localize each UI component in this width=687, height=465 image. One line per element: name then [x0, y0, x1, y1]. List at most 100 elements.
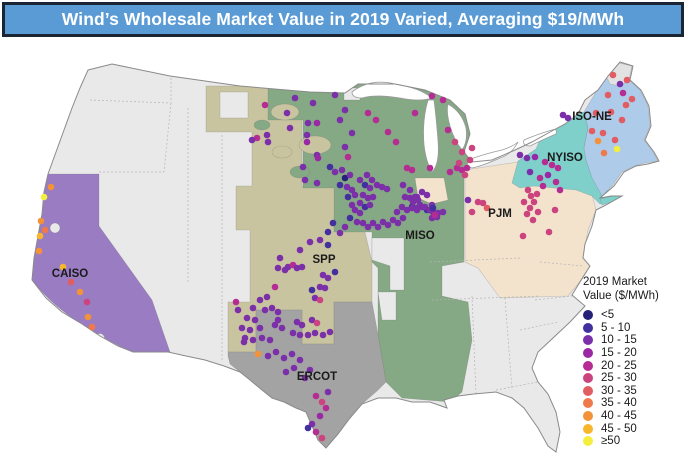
- wind-plant-dot: [369, 193, 377, 201]
- wind-plant-dot: [372, 116, 380, 124]
- wind-plant-dot: [341, 143, 349, 151]
- legend-item: <5: [583, 309, 685, 322]
- wind-plant-dot: [559, 111, 567, 119]
- wind-plant-dot: [304, 424, 312, 432]
- wind-plant-dot: [313, 179, 321, 187]
- wind-plant-dot: [414, 196, 422, 204]
- wind-plant-dot: [67, 278, 75, 286]
- wind-plant-dot: [366, 184, 374, 192]
- wind-plant-dot: [301, 374, 309, 382]
- gap-caiso-1: [49, 222, 61, 234]
- wind-plant-dot: [379, 218, 387, 226]
- wind-plant-dot: [253, 134, 261, 142]
- legend-item: 20 - 25: [583, 359, 685, 372]
- wind-plant-dot: [319, 271, 327, 279]
- wind-plant-dot: [282, 368, 290, 376]
- wind-plant-dot: [261, 306, 269, 314]
- legend-color-dot: [583, 360, 593, 371]
- wind-plant-dot: [552, 178, 560, 186]
- wind-plant-dot: [336, 181, 344, 189]
- wind-plant-dot: [468, 208, 476, 216]
- legend-label: 5 - 10: [601, 321, 631, 334]
- wind-plant-dot: [527, 192, 535, 200]
- figure-title: Wind’s Wholesale Market Value in 2019 Va…: [61, 9, 625, 29]
- wind-plant-dot: [399, 181, 407, 189]
- wind-plant-dot: [306, 366, 314, 374]
- legend-label: 30 - 35: [601, 384, 637, 397]
- wind-plant-dot: [309, 99, 317, 107]
- wind-plant-dot: [243, 314, 251, 322]
- gap-montana: [219, 91, 249, 119]
- lake-michigan: [423, 99, 439, 173]
- wind-plant-dot: [622, 101, 630, 109]
- wind-plant-dot: [76, 288, 84, 296]
- wind-plant-dot: [312, 428, 320, 436]
- wind-plant-dot: [526, 204, 534, 212]
- wind-plant-dot: [398, 203, 406, 211]
- wind-plant-dot: [363, 171, 371, 179]
- wind-plant-dot: [249, 336, 257, 344]
- legend-item: 5 - 10: [583, 322, 685, 335]
- legend-color-dot: [583, 373, 593, 384]
- wind-plant-dot: [592, 109, 600, 117]
- legend-label: 25 - 30: [601, 372, 637, 385]
- wind-plant-dot: [536, 174, 544, 182]
- wind-plant-dot: [378, 183, 386, 191]
- us-outline: [31, 61, 660, 453]
- wind-plant-dot: [278, 324, 286, 332]
- wind-plant-dot: [263, 293, 271, 301]
- wind-plant-dot: [263, 131, 271, 139]
- wind-plant-dot: [331, 91, 339, 99]
- wind-plant-dot: [316, 296, 324, 304]
- wind-plant-dot: [526, 168, 534, 176]
- legend-label: 10 - 15: [601, 334, 637, 347]
- wind-plant-dot: [271, 321, 279, 329]
- legend-items: <5 5 - 10 10 - 15 15 - 20 20 - 25 25 - 30 30 -…: [583, 309, 685, 448]
- wind-plant-dot: [318, 398, 326, 406]
- wind-plant-dot: [588, 127, 596, 135]
- legend-color-dot: [583, 385, 593, 396]
- wind-plant-dot: [373, 181, 381, 189]
- wind-plant-dot: [541, 158, 549, 166]
- wind-plant-dot: [458, 148, 466, 156]
- state-borders: [89, 66, 584, 395]
- wind-plant-dot: [389, 216, 397, 224]
- wind-plant-dot: [274, 308, 282, 316]
- wind-plant-dot: [348, 129, 356, 137]
- wind-plant-dot: [530, 198, 538, 206]
- wind-plant-dot: [613, 145, 621, 153]
- wind-plant-dot: [564, 114, 572, 122]
- legend-label: 35 - 40: [601, 397, 637, 410]
- wind-plant-dot: [611, 136, 619, 144]
- wind-plant-dot: [556, 186, 564, 194]
- wind-plant-dot: [40, 193, 48, 201]
- wind-plant-dot: [266, 336, 274, 344]
- lake-superior: [351, 81, 433, 101]
- wind-plant-dot: [474, 198, 482, 206]
- wind-plant-dot: [322, 404, 330, 412]
- wind-plant-dot: [47, 183, 55, 191]
- wind-plant-dot: [37, 217, 45, 225]
- wind-plant-dot: [276, 254, 284, 262]
- wind-plant-dot: [545, 228, 553, 236]
- wind-plant-dot: [83, 298, 91, 306]
- wind-plant-dot: [316, 236, 324, 244]
- wind-plant-dot: [289, 329, 297, 337]
- wind-plant-dot: [272, 348, 280, 356]
- wind-plant-dot: [296, 356, 304, 364]
- legend-item: 35 - 40: [583, 397, 685, 410]
- region-labels: CAISO SPP ERCOT MISO PJM NYISO ISO-NE: [52, 111, 612, 383]
- wind-plant-dot: [283, 109, 291, 117]
- wind-plant-dot: [324, 274, 332, 282]
- wind-plant-dot: [344, 153, 352, 161]
- wind-plant-dot: [36, 232, 44, 240]
- wind-plant-dot: [246, 326, 254, 334]
- legend-label: 40 - 45: [601, 410, 637, 423]
- wind-plant-dot: [293, 264, 301, 272]
- wind-plant-dot: [316, 283, 324, 291]
- wind-plant-dot: [551, 206, 559, 214]
- wind-plant-dot: [446, 168, 454, 176]
- wind-plant-dot: [616, 80, 624, 88]
- wind-plant-dot: [348, 186, 356, 194]
